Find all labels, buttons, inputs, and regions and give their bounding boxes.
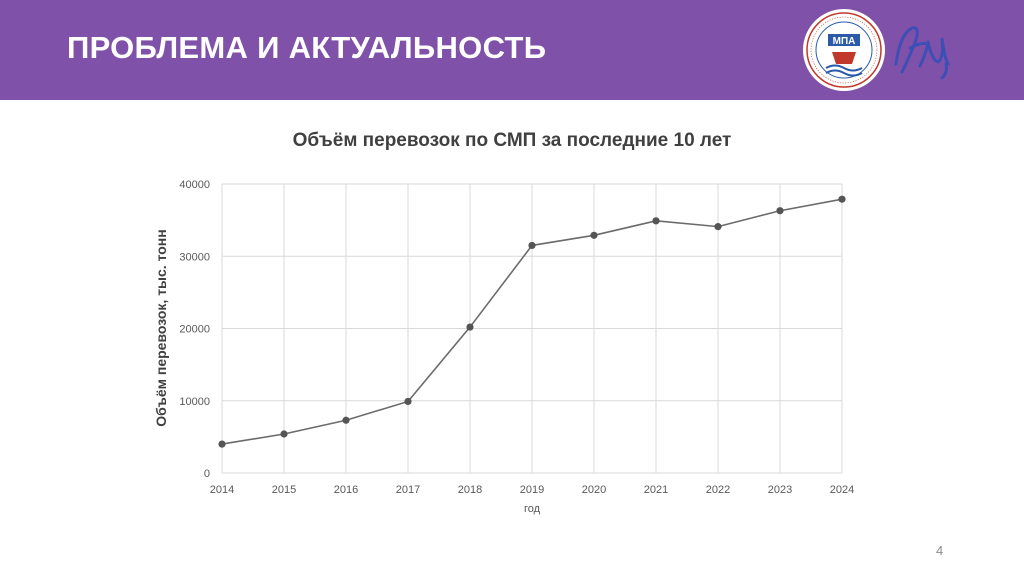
x-tick-label: 2015: [272, 484, 296, 496]
data-point: [404, 397, 412, 406]
chart-title: Объём перевозок по СМП за последние 10 л…: [292, 130, 732, 151]
data-point: [280, 430, 288, 438]
x-tick-label: 2020: [582, 484, 606, 496]
chart-series: [218, 195, 846, 448]
x-tick-label: 2014: [210, 484, 234, 496]
data-point: [838, 195, 846, 203]
y-tick-label: 20000: [179, 324, 210, 336]
y-tick-label: 30000: [179, 251, 210, 263]
page-title: ПРОБЛЕМА И АКТУАЛЬНОСТЬ: [67, 30, 547, 65]
page-number: 4: [936, 543, 944, 558]
chart-ticks: 0 10000 20000 30000 40000 2014 2015 2016 2017 201…: [179, 179, 854, 496]
mpa-logo-text: МПА: [833, 36, 856, 47]
data-point: [218, 440, 226, 448]
data-point: [342, 416, 350, 424]
x-tick-label: 2018: [458, 484, 482, 496]
x-tick-label: 2019: [520, 484, 544, 496]
data-point: [466, 323, 474, 331]
header-bar: ПРОБЛЕМА И АКТУАЛЬНОСТЬ МПА: [0, 0, 1024, 100]
university-logo-icon: [894, 26, 950, 80]
x-tick-label: 2017: [396, 484, 420, 496]
x-tick-label: 2016: [334, 484, 358, 496]
y-tick-label: 10000: [179, 396, 210, 408]
x-tick-label: 2023: [768, 484, 792, 496]
data-point: [652, 217, 660, 225]
x-tick-label: 2022: [706, 484, 730, 496]
data-point: [776, 207, 784, 215]
chart-grid: [221, 183, 843, 474]
x-axis-label: год: [524, 503, 541, 515]
data-point: [714, 223, 722, 231]
x-tick-label: 2024: [830, 484, 854, 496]
y-axis-label: Объём перевозок, тыс. тонн: [153, 229, 169, 426]
y-tick-label: 40000: [179, 179, 210, 191]
data-point: [590, 231, 598, 239]
data-point: [528, 241, 536, 250]
x-tick-label: 2021: [644, 484, 668, 496]
mpa-logo-icon: МПА: [803, 9, 885, 91]
y-tick-label: 0: [204, 468, 210, 480]
